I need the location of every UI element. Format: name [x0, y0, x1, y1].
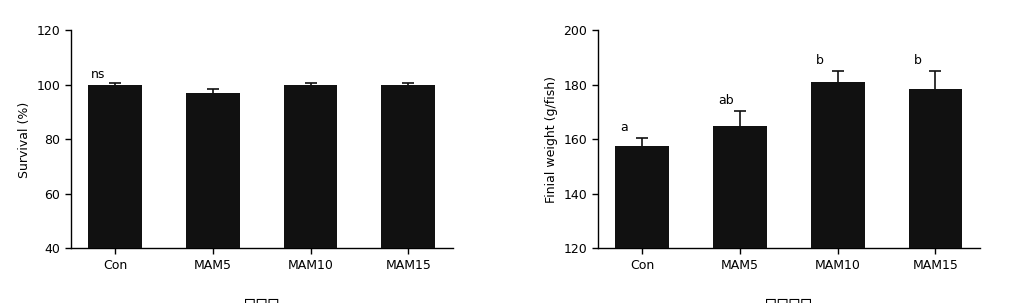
Bar — [284, 85, 337, 303]
Text: 생존율: 생존율 — [244, 296, 280, 303]
Text: a: a — [620, 121, 628, 134]
Text: 최종무게: 최종무게 — [766, 296, 812, 303]
Text: ns: ns — [91, 68, 105, 81]
Bar — [909, 89, 963, 303]
Bar — [88, 85, 141, 303]
Y-axis label: Survival (%): Survival (%) — [18, 101, 31, 178]
Text: ab: ab — [718, 94, 734, 107]
Bar — [382, 85, 435, 303]
Y-axis label: Finial weight (g/fish): Finial weight (g/fish) — [545, 76, 558, 203]
Text: b: b — [914, 54, 922, 67]
Bar — [811, 82, 865, 303]
Bar — [713, 126, 767, 303]
Bar — [186, 93, 239, 303]
Bar — [615, 146, 669, 303]
Text: b: b — [816, 54, 824, 67]
